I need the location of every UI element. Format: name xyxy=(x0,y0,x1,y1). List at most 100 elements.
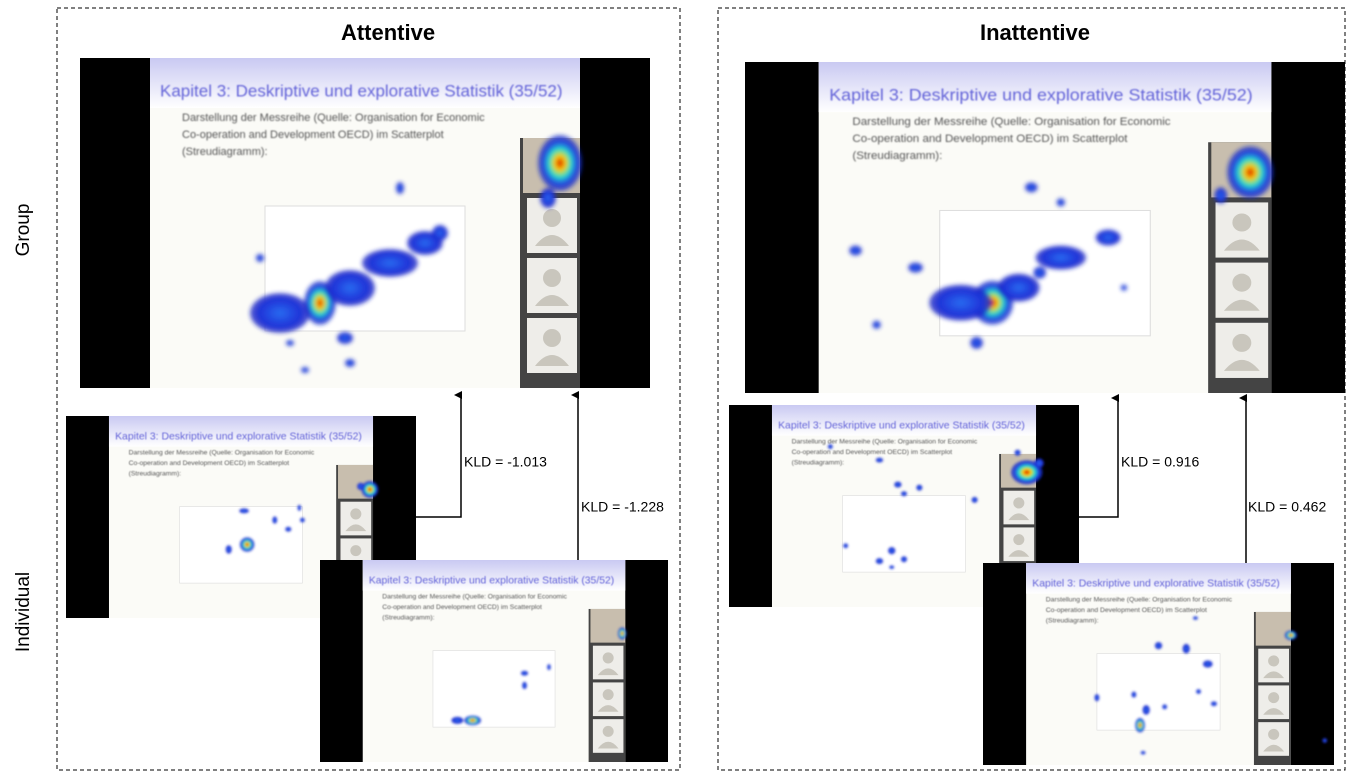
slide-body: Darstellung der Messreihe (Quelle: Organ… xyxy=(792,439,978,446)
heat-blob xyxy=(827,444,833,450)
heat-blob xyxy=(617,627,627,640)
avatar-body xyxy=(1263,671,1285,679)
heat-blob xyxy=(337,332,353,344)
heat-blob xyxy=(997,273,1040,302)
heatmap xyxy=(1094,616,1328,755)
heat-blob xyxy=(971,496,978,503)
slide-body: (Streudiagramm): xyxy=(792,459,845,466)
slide-body: Co-operation and Development OECD) im Sc… xyxy=(129,460,290,467)
heat-blob xyxy=(1322,738,1328,743)
heat-blob xyxy=(875,558,884,565)
heat-blob xyxy=(1025,182,1038,193)
heat-blob xyxy=(1196,689,1201,694)
heat-blob xyxy=(547,664,551,671)
avatar-body xyxy=(597,705,619,712)
avatar-body xyxy=(535,235,569,246)
chart-box xyxy=(432,650,556,728)
heat-blob xyxy=(849,245,862,256)
heat-blob xyxy=(285,526,292,532)
slide-body: (Streudiagramm): xyxy=(382,614,434,621)
heat-blob xyxy=(1142,705,1150,715)
slide-title: Kapitel 3: Deskriptive und explorative S… xyxy=(369,576,614,587)
heat-blob xyxy=(1094,693,1100,702)
row-label: Individual xyxy=(13,572,34,652)
avatar-head xyxy=(1268,728,1280,740)
avatar-head xyxy=(602,652,614,664)
panel-border xyxy=(56,7,681,771)
avatar-body xyxy=(1008,550,1030,557)
avatar-head xyxy=(1268,655,1280,667)
avatar-head xyxy=(1013,534,1025,546)
heat-blob xyxy=(900,556,908,563)
heat-blob xyxy=(239,537,255,552)
avatar-body xyxy=(1223,239,1260,251)
heat-blob xyxy=(1120,284,1128,291)
heat-blob xyxy=(970,336,983,349)
heat-blob xyxy=(1014,449,1021,456)
avatar-head xyxy=(1268,692,1280,704)
heat-blob xyxy=(301,367,309,373)
slide-body: (Streudiagramm): xyxy=(852,150,942,162)
heat-blob xyxy=(875,457,884,463)
heat-blob xyxy=(1010,460,1043,485)
heat-blob xyxy=(272,516,278,524)
avatar-body xyxy=(535,355,569,366)
slides: Kapitel 3: Deskriptive und explorative S… xyxy=(66,58,1345,765)
heat-blob xyxy=(929,284,993,321)
heat-blob xyxy=(297,504,302,511)
heat-blob xyxy=(872,320,881,329)
arrow xyxy=(1079,394,1119,518)
heat-blob xyxy=(889,565,895,570)
kld-label: KLD = 0.916 xyxy=(1121,454,1199,470)
chart-box xyxy=(1096,653,1221,731)
heat-blob xyxy=(522,681,527,690)
heat-blob xyxy=(1034,458,1044,469)
avatar-head xyxy=(543,269,561,287)
avatar-head xyxy=(543,329,561,347)
avatar-head xyxy=(1232,333,1252,352)
slide-title: Kapitel 3: Deskriptive und explorative S… xyxy=(829,85,1252,105)
slide-header xyxy=(150,58,580,108)
heat-blob xyxy=(362,249,418,277)
slide-title: Kapitel 3: Deskriptive und explorative S… xyxy=(778,421,1025,432)
heatmap xyxy=(451,627,627,726)
arrow xyxy=(416,391,462,518)
heat-blob xyxy=(1154,641,1163,650)
heatmap xyxy=(827,444,1044,570)
heat-blob xyxy=(464,715,482,726)
heat-blob xyxy=(325,270,375,306)
heat-blob xyxy=(1131,691,1137,698)
slide-title: Kapitel 3: Deskriptive und explorative S… xyxy=(115,432,362,443)
slide: Kapitel 3: Deskriptive und explorative S… xyxy=(983,563,1334,765)
heat-blob xyxy=(256,254,264,262)
avatar-body xyxy=(597,668,619,676)
kld-label: KLD = -1.013 xyxy=(464,454,547,470)
heat-blob xyxy=(451,716,464,725)
kld-label: KLD = -1.228 xyxy=(581,499,664,515)
avatar-body xyxy=(345,524,367,532)
heat-blob xyxy=(888,547,896,555)
heatmap xyxy=(849,146,1274,349)
slide: Kapitel 3: Deskriptive und explorative S… xyxy=(320,560,668,762)
heat-blob xyxy=(1162,704,1168,710)
avatar-body xyxy=(1008,513,1030,521)
heat-blob xyxy=(225,545,232,554)
avatar-head xyxy=(350,545,362,557)
slide-body: Darstellung der Messreihe (Quelle: Organ… xyxy=(182,112,485,124)
avatar-body xyxy=(1263,708,1285,715)
heat-blob xyxy=(1227,146,1274,199)
heat-blob xyxy=(1210,701,1217,707)
heat-blob xyxy=(1214,187,1228,204)
heat-blob xyxy=(239,508,249,514)
webcam-photo xyxy=(1255,611,1291,646)
row-label: Group xyxy=(13,204,34,257)
heat-blob xyxy=(345,359,355,367)
slide-body: Darstellung der Messreihe (Quelle: Organ… xyxy=(382,594,567,601)
heat-blob xyxy=(1284,630,1298,641)
heat-blob xyxy=(1182,643,1190,654)
slide-header xyxy=(108,416,374,447)
slide-body: Darstellung der Messreihe (Quelle: Organ… xyxy=(852,116,1171,128)
heat-blob xyxy=(908,262,923,273)
avatar-body xyxy=(597,741,619,749)
slide: Kapitel 3: Deskriptive und explorative S… xyxy=(745,62,1345,393)
